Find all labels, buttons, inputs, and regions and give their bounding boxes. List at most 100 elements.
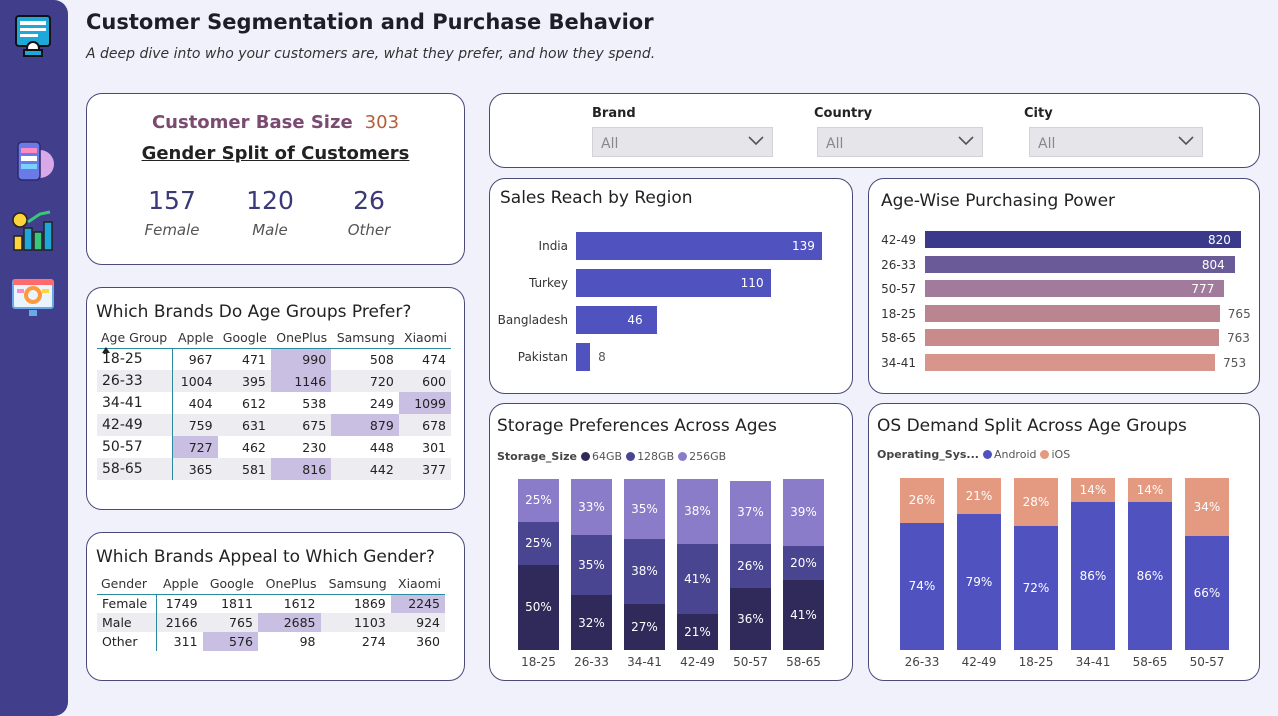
column-header[interactable]: Age Group bbox=[97, 328, 173, 353]
legend-entry[interactable]: 128GB bbox=[637, 450, 675, 463]
table-cell: 365 bbox=[172, 458, 218, 480]
column-header[interactable]: OnePlus bbox=[265, 576, 317, 592]
purchasing-power-title: Age-Wise Purchasing Power bbox=[881, 191, 1116, 211]
table-cell: 612 bbox=[242, 395, 266, 411]
stacked-bar-segment[interactable]: 25% bbox=[518, 521, 559, 565]
table-cell: 230 bbox=[302, 439, 327, 455]
legend-title: Storage_Size bbox=[497, 450, 577, 463]
table-cell: 631 bbox=[217, 414, 271, 436]
country-filter-dropdown[interactable]: All bbox=[817, 127, 983, 157]
column-header[interactable]: Xiaomi bbox=[398, 576, 441, 592]
brand-filter-dropdown[interactable]: All bbox=[592, 127, 773, 157]
column-header[interactable]: Apple bbox=[177, 330, 214, 346]
column-header[interactable]: Xiaomi bbox=[404, 330, 447, 346]
stacked-bar-segment[interactable]: 32% bbox=[571, 595, 612, 650]
x-axis-label: 18-25 bbox=[1018, 655, 1054, 669]
segment-value-label: 35% bbox=[578, 558, 605, 573]
table-row: 58-65 365 581 816 442 377 bbox=[97, 458, 451, 480]
chart-growth-icon[interactable] bbox=[10, 208, 56, 254]
stacked-bar-segment[interactable]: 79% bbox=[957, 514, 1001, 650]
stacked-bar-segment[interactable]: 41% bbox=[677, 543, 718, 615]
stacked-bar-segment[interactable]: 50% bbox=[518, 564, 559, 650]
x-axis-label: 18-25 bbox=[521, 655, 556, 669]
bar[interactable] bbox=[925, 231, 1241, 248]
bar[interactable] bbox=[576, 232, 822, 260]
column-header[interactable]: Gender bbox=[101, 576, 148, 592]
bar-value-label: 777 bbox=[1191, 282, 1215, 297]
table-cell: 442 bbox=[331, 458, 399, 480]
bar[interactable] bbox=[576, 306, 658, 334]
table-cell: 98 bbox=[299, 634, 316, 649]
bar[interactable] bbox=[925, 354, 1216, 371]
stacked-bar-segment[interactable]: 74% bbox=[900, 522, 944, 650]
gender-female: 157 Female bbox=[127, 186, 217, 239]
bar[interactable] bbox=[925, 304, 1220, 322]
x-axis-label: 58-65 bbox=[1132, 655, 1168, 669]
mobile-app-icon[interactable] bbox=[10, 138, 56, 184]
stacked-bar-segment[interactable]: 21% bbox=[677, 614, 718, 650]
stacked-bar-segment[interactable]: 41% bbox=[783, 579, 824, 650]
stacked-bar-segment[interactable]: 86% bbox=[1071, 502, 1115, 650]
age-brand-card: Which Brands Do Age Groups Prefer? Age G… bbox=[86, 287, 465, 510]
table-cell: 508 bbox=[369, 351, 394, 367]
stacked-bar-segment[interactable]: 72% bbox=[1014, 526, 1058, 650]
stacked-bar-segment[interactable]: 34% bbox=[1185, 478, 1229, 537]
bar[interactable] bbox=[925, 329, 1220, 347]
x-axis-label: 26-33 bbox=[574, 655, 609, 669]
column-header[interactable]: Samsung bbox=[336, 330, 395, 346]
row-label: 58-65 bbox=[97, 458, 174, 480]
bar[interactable] bbox=[925, 280, 1225, 298]
analytics-monitor-icon[interactable] bbox=[10, 274, 56, 320]
legend-entry[interactable]: 64GB bbox=[591, 450, 623, 463]
stacked-bar-segment[interactable]: 26% bbox=[900, 478, 944, 523]
stacked-bar-segment[interactable]: 28% bbox=[1014, 478, 1058, 527]
segment-value-label: 72% bbox=[1022, 581, 1050, 596]
stacked-bar-segment[interactable]: 66% bbox=[1185, 536, 1229, 650]
legend-entry[interactable]: 256GB bbox=[689, 450, 727, 463]
table-row: 26-33 1004 395 1146 720 600 bbox=[97, 370, 451, 392]
stacked-bar-segment[interactable]: 14% bbox=[1128, 478, 1172, 503]
bar[interactable] bbox=[925, 255, 1235, 273]
legend-entry[interactable]: iOS bbox=[1051, 448, 1071, 461]
column-header[interactable]: Google bbox=[209, 576, 254, 592]
column-header[interactable]: Samsung bbox=[328, 576, 387, 592]
stacked-bar-segment[interactable]: 38% bbox=[624, 538, 665, 604]
city-filter-dropdown[interactable]: All bbox=[1029, 127, 1203, 157]
stacked-bar-segment[interactable]: 20% bbox=[783, 545, 824, 580]
storage-legend: Storage_Size 64GB 128GB 256GB bbox=[497, 450, 726, 463]
stacked-bar-segment[interactable]: 35% bbox=[571, 535, 612, 596]
stacked-bar-segment[interactable]: 27% bbox=[624, 603, 665, 650]
legend-entry[interactable]: Android bbox=[993, 448, 1037, 461]
stacked-bar-segment[interactable]: 25% bbox=[518, 479, 559, 522]
table-cell: 1099 bbox=[398, 392, 451, 414]
stacked-bar-segment[interactable]: 35% bbox=[624, 479, 665, 539]
segment-value-label: 37% bbox=[737, 505, 764, 520]
stacked-bar-segment[interactable]: 21% bbox=[957, 478, 1001, 515]
column-header[interactable]: Google bbox=[222, 330, 267, 346]
segment-value-label: 21% bbox=[684, 625, 711, 640]
column-header[interactable]: OnePlus bbox=[276, 330, 328, 346]
column-header[interactable]: Apple bbox=[162, 576, 199, 592]
stacked-bar-segment[interactable]: 37% bbox=[730, 480, 771, 544]
gender-label: Other bbox=[347, 221, 391, 239]
table-cell: 581 bbox=[217, 458, 271, 480]
stacked-bar-segment[interactable]: 33% bbox=[571, 479, 612, 536]
stacked-bar-segment[interactable]: 36% bbox=[730, 588, 771, 650]
stacked-bar-segment[interactable]: 26% bbox=[730, 543, 771, 589]
bar-value-label: 820 bbox=[1208, 233, 1231, 247]
table-cell: 816 bbox=[270, 458, 332, 480]
table-header-row: Age Group Apple Google OnePlus Samsung Xiaomi bbox=[97, 328, 451, 353]
legend-dot bbox=[678, 452, 688, 461]
stacked-bar-segment[interactable]: 39% bbox=[783, 479, 824, 546]
segment-value-label: 39% bbox=[790, 505, 817, 520]
sort-ascending-icon[interactable] bbox=[102, 346, 110, 353]
stacked-bar-segment[interactable]: 14% bbox=[1071, 478, 1115, 503]
bar-category-label: 34-41 bbox=[881, 356, 916, 370]
bar[interactable] bbox=[576, 343, 591, 371]
stacked-bar-segment[interactable]: 38% bbox=[677, 479, 718, 544]
storage-card: Storage Preferences Across Ages Storage_… bbox=[489, 403, 853, 681]
city-filter-value: All bbox=[1038, 136, 1056, 152]
bar[interactable] bbox=[576, 269, 771, 297]
stacked-bar-segment[interactable]: 86% bbox=[1128, 502, 1172, 650]
dashboard-icon[interactable] bbox=[10, 12, 56, 58]
